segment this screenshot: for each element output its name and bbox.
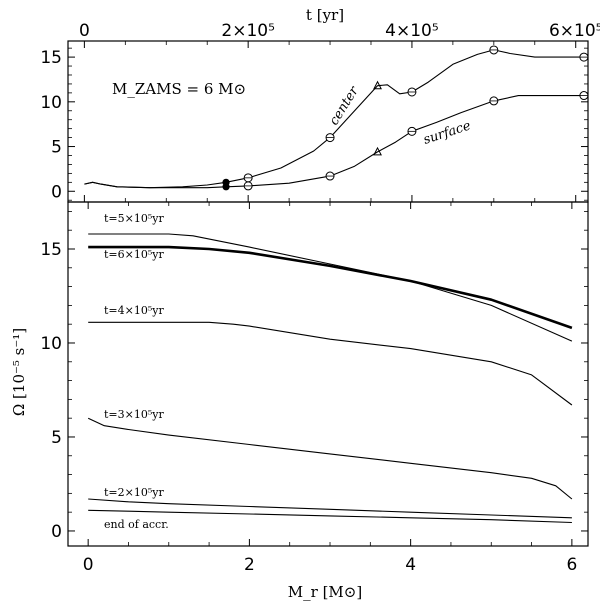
bottom-series-line-3 — [87, 417, 573, 500]
bottom-x-tick-label: 0 — [83, 555, 94, 575]
top-x-axis-label: t [yr] — [306, 6, 344, 24]
top-y-tick-label: 0 — [51, 182, 62, 202]
series-label-t2: t=2×10⁵yr — [104, 486, 164, 499]
bottom-x-axis-label: M_r [M⊙] — [288, 583, 362, 601]
bottom-y-tick-label: 0 — [51, 522, 62, 542]
bottom-series-line-0 — [88, 233, 573, 342]
top-y-tick-label: 15 — [40, 48, 62, 68]
bottom-x-tick-label: 6 — [566, 555, 577, 575]
top-x-tick-label: 2×10⁵ — [221, 21, 275, 41]
top-x-tick-label: 0 — [79, 21, 90, 41]
bottom-x-tick-label: 2 — [244, 555, 255, 575]
top-x-tick-label: 4×10⁵ — [385, 21, 439, 41]
top-marker-triangle — [373, 146, 382, 156]
series-label-t3: t=3×10⁵yr — [104, 408, 164, 421]
bottom-y-tick-label: 10 — [40, 334, 62, 354]
bottom-series-line-2 — [88, 321, 573, 406]
y-axis-label: Ω [10⁻⁵ s⁻¹] — [10, 328, 28, 416]
series-label-t5: t=5×10⁵yr — [104, 212, 164, 225]
top-series-line-1 — [84, 95, 584, 189]
series-label-t4: t=4×10⁵yr — [104, 304, 164, 317]
bottom-series-line-4 — [88, 498, 572, 519]
mzams-annotation: M_ZAMS = 6 M⊙ — [112, 80, 246, 98]
top-y-tick-label: 10 — [40, 93, 62, 113]
bottom-x-tick-label: 4 — [405, 555, 416, 575]
bottom-panel-frame — [67, 201, 589, 547]
series-label-end-accretion: end of accr. — [104, 518, 169, 531]
series-label-surface: surface — [422, 118, 473, 147]
bottom-series-line-1 — [88, 245, 573, 330]
bottom-y-tick-label: 15 — [40, 240, 62, 260]
top-marker-triangle — [373, 80, 382, 90]
chart-marks: 0 5 10 15 0 2×10⁵ 4×10⁵ 6×10⁵ 0 5 10 15 0 2 4 6 — [40, 21, 600, 575]
top-y-tick-label: 5 — [51, 138, 62, 158]
series-label-t6: t=6×10⁵yr — [104, 248, 164, 261]
bottom-series-line-5 — [88, 509, 572, 524]
top-x-tick-label: 6×10⁵ — [549, 21, 600, 41]
bottom-y-tick-label: 5 — [51, 428, 62, 448]
top-marker-dot — [222, 183, 230, 191]
